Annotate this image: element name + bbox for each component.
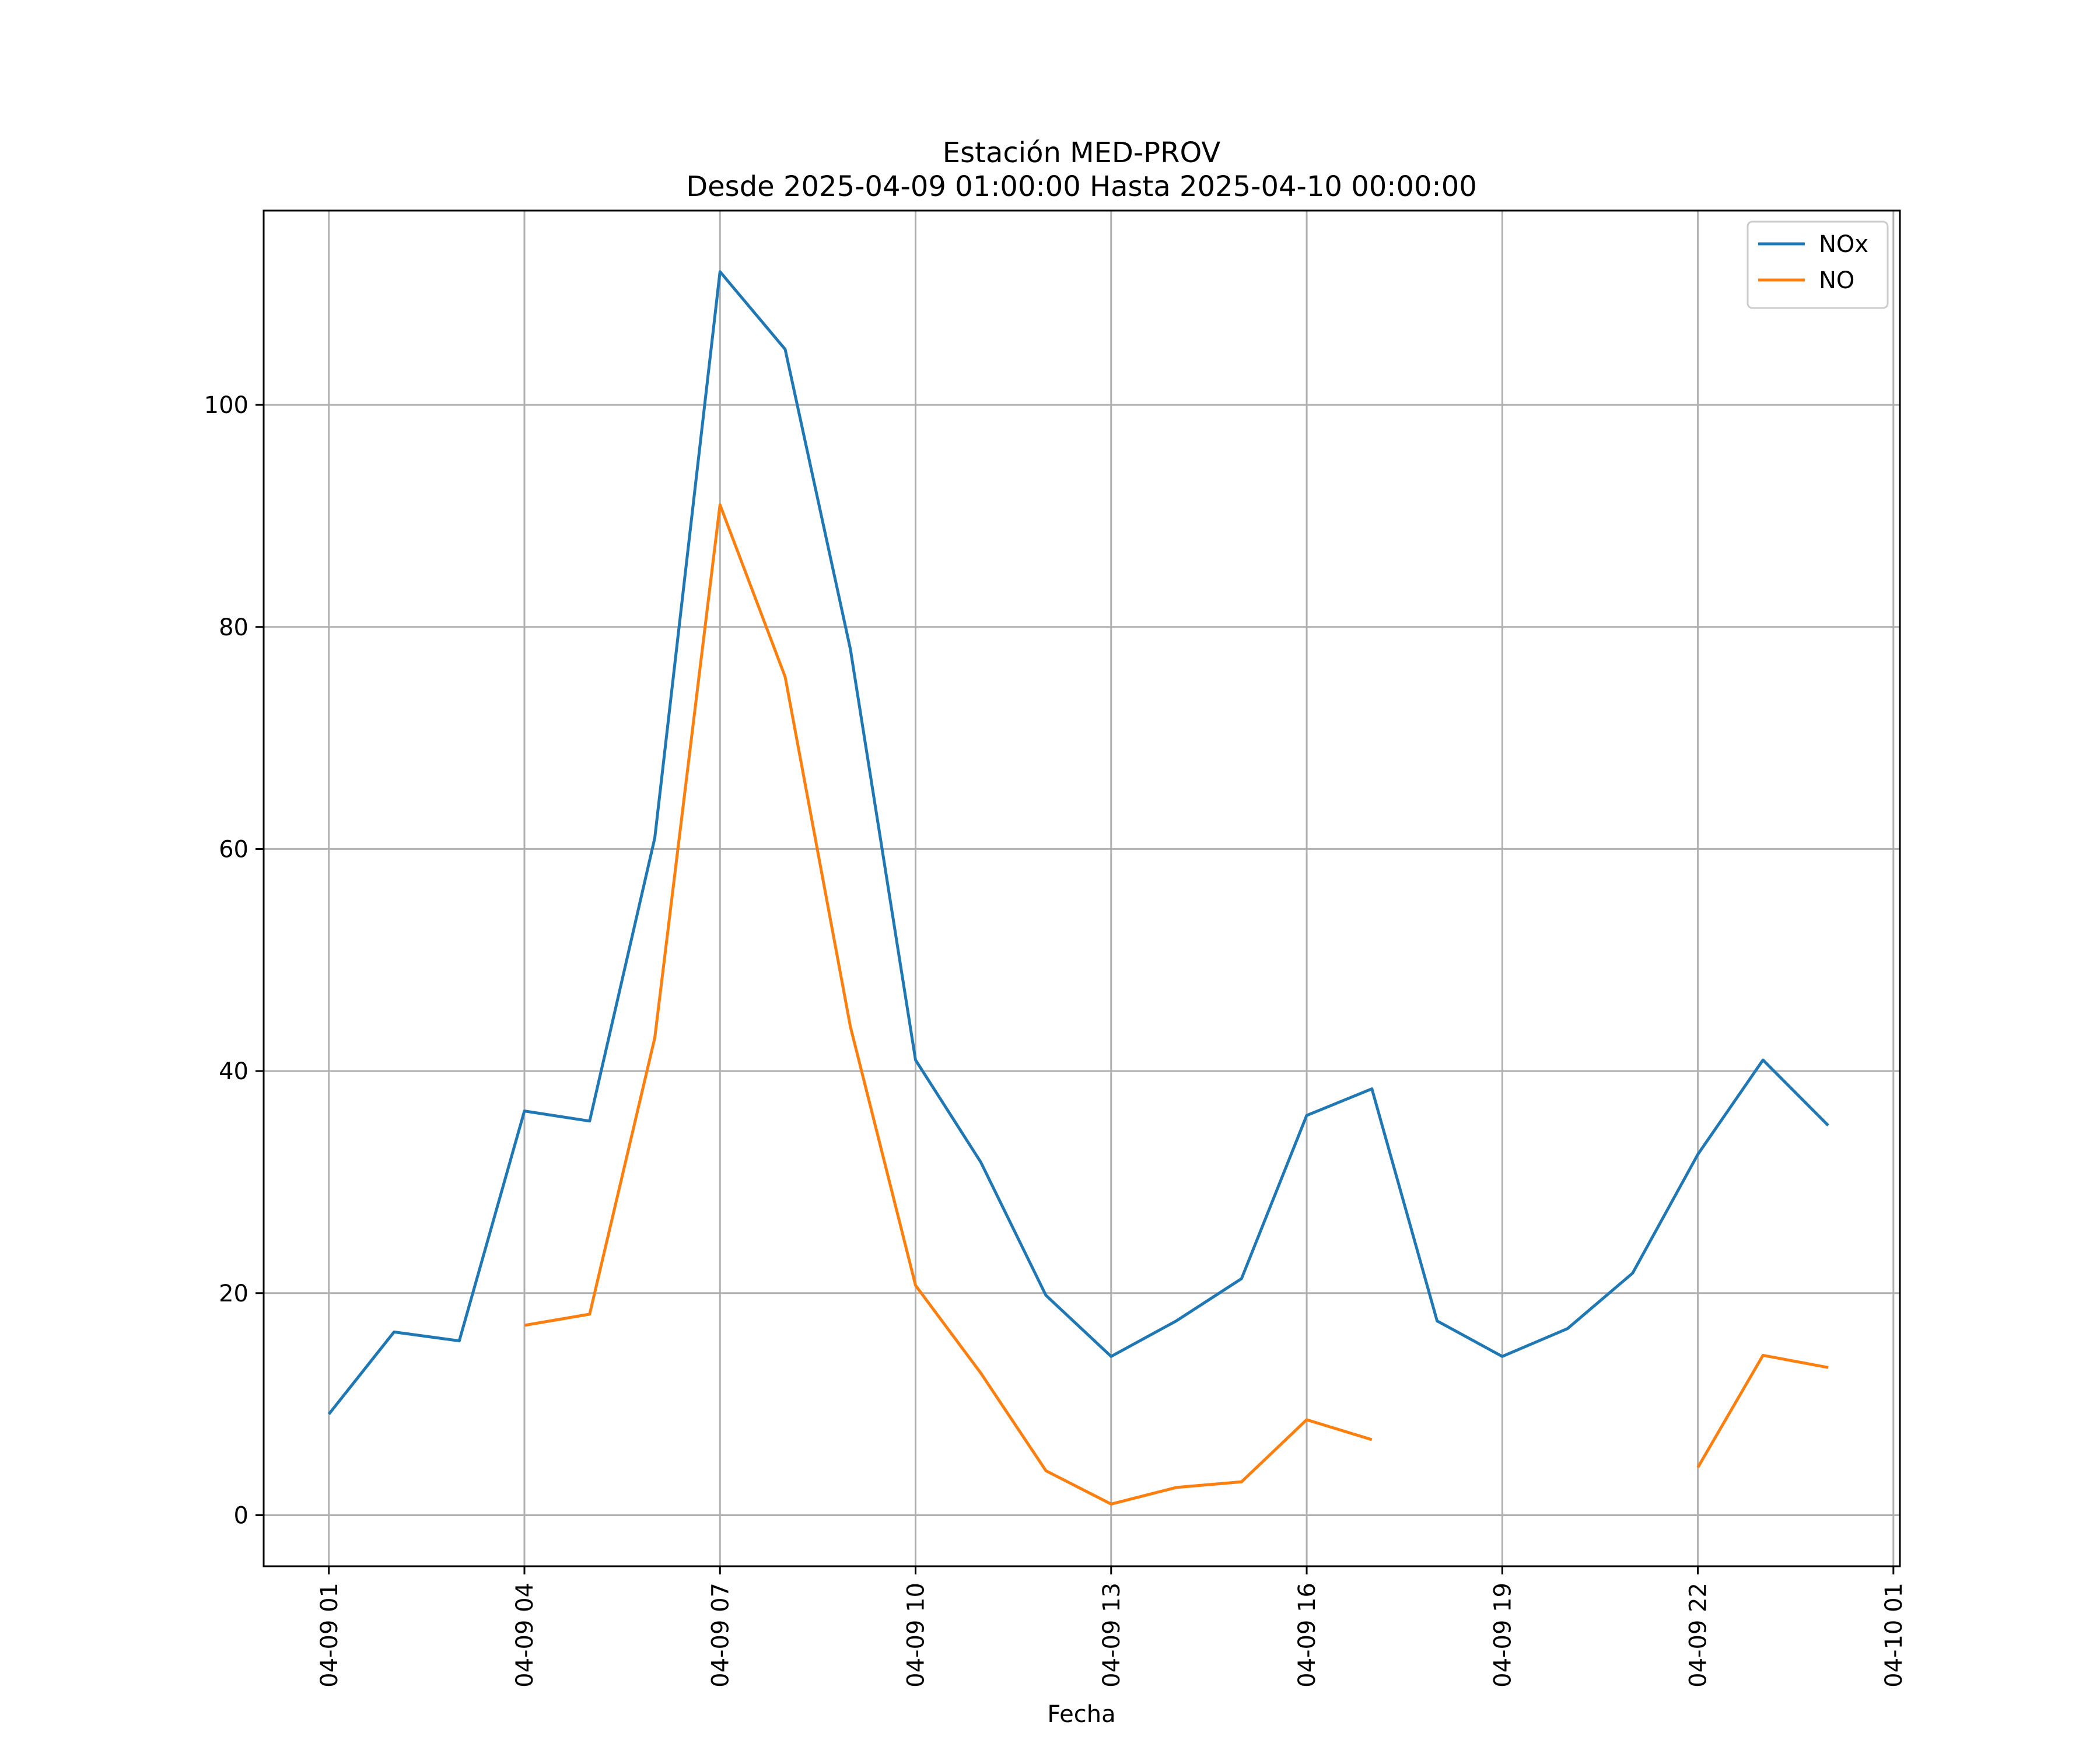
y-tick-label: 60 [219, 836, 249, 863]
series-line-no [1696, 1353, 1829, 1468]
x-tick-label: 04-09 01 [316, 1583, 343, 1688]
grid [264, 211, 1900, 1566]
x-tick-label: 04-09 22 [1685, 1583, 1712, 1688]
series-nox [327, 270, 1829, 1415]
x-tick-label: 04-10 01 [1881, 1583, 1908, 1688]
x-tick-label: 04-09 07 [707, 1583, 734, 1688]
series-no [524, 503, 1829, 1506]
chart-title: Estación MED-PROV [943, 136, 1221, 169]
legend-label: NOx [1819, 231, 1868, 258]
x-tick-label: 04-09 04 [512, 1583, 538, 1688]
x-tick-label: 04-09 10 [903, 1583, 930, 1688]
series-line-no [524, 503, 1373, 1506]
x-tick-label: 04-09 19 [1489, 1583, 1516, 1688]
x-tick-label: 04-09 13 [1098, 1583, 1125, 1688]
x-axis-label: Fecha [1047, 1701, 1115, 1728]
y-tick-label: 80 [219, 614, 249, 641]
x-axis: 04-09 01 04-09 04 04-09 07 04-09 10 04-09 13… [316, 1566, 1908, 1688]
legend: NOx NO [1746, 220, 1889, 309]
series-layer [327, 270, 1829, 1506]
y-tick-label: 40 [219, 1058, 249, 1085]
chart-subtitle: Desde 2025-04-09 01:00:00 Hasta 2025-04-… [686, 170, 1477, 203]
plot-frame [262, 209, 1901, 1567]
series-line-nox [327, 270, 1829, 1415]
x-tick-label: 04-09 16 [1294, 1583, 1321, 1688]
y-tick-label: 100 [204, 392, 249, 419]
legend-label: NO [1819, 267, 1854, 294]
y-tick-label: 0 [234, 1502, 249, 1529]
y-tick-label: 20 [219, 1280, 249, 1307]
y-axis: 0 20 40 60 80 100 [204, 392, 264, 1529]
